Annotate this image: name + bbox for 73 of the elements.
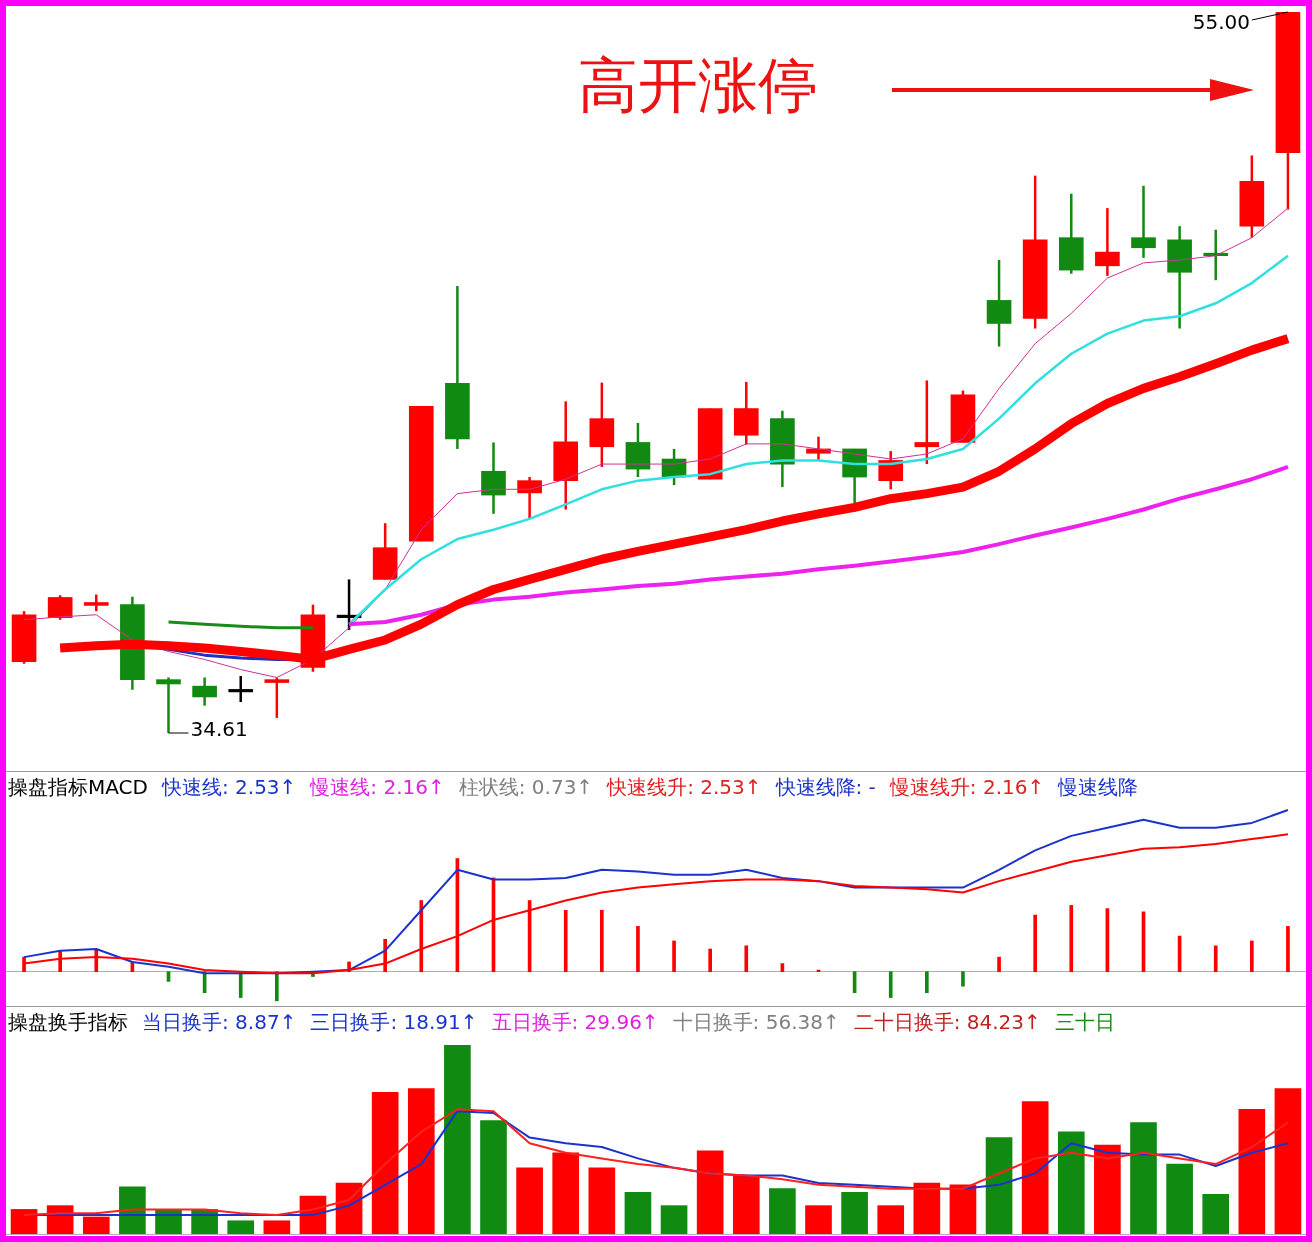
bar [1250, 940, 1254, 972]
bar [383, 939, 387, 972]
bar [636, 926, 640, 972]
bar [407, 1088, 435, 1234]
bar [1238, 1108, 1266, 1234]
bar [419, 900, 424, 972]
text: 慢速线: 2.16↑ [310, 775, 445, 799]
bar [82, 1216, 110, 1234]
bar [58, 950, 62, 972]
chart-title: 操盘换手指标 [8, 1010, 128, 1034]
text: 慢速线降 [1058, 775, 1139, 799]
text: 当日换手: 8.87↑ [142, 1010, 297, 1034]
bar [708, 948, 712, 972]
bar [275, 971, 279, 1002]
candlestick [914, 379, 940, 466]
bar [552, 1152, 580, 1234]
bar [949, 1184, 977, 1234]
bar [444, 1045, 471, 1234]
text: 快速线升: 2.53↑ [607, 775, 762, 799]
candlestick [1131, 184, 1156, 260]
bar [744, 945, 749, 972]
bar [1286, 926, 1290, 972]
candlestick [264, 676, 290, 720]
bar [94, 948, 99, 972]
bar [588, 1167, 616, 1234]
bar [1094, 1144, 1121, 1234]
text: 二十日换手: 84.23↑ [853, 1010, 1041, 1034]
bar [480, 1120, 507, 1234]
text: 快速线: 2.53↑ [161, 775, 297, 799]
bar [1069, 905, 1074, 972]
text: 十日换手: 56.38↑ [672, 1010, 840, 1034]
bar [660, 1205, 688, 1234]
candlestick [192, 676, 217, 707]
bar [696, 1150, 724, 1234]
bar [1033, 914, 1037, 972]
bar [1130, 1122, 1157, 1234]
bar [841, 1192, 868, 1234]
bar [1166, 1163, 1193, 1234]
text: 三日换手: 18.91↑ [310, 1010, 478, 1034]
bar [925, 971, 929, 994]
bar [913, 1182, 941, 1234]
bar [961, 971, 965, 987]
bar [10, 1209, 38, 1234]
bar [672, 940, 676, 972]
text: 快速线降: - [775, 775, 876, 799]
bar [1274, 1088, 1302, 1234]
text: 柱状线: 0.73↑ [458, 775, 594, 799]
bar [769, 1188, 796, 1234]
bar [227, 1220, 255, 1234]
text: 慢速线升: 2.16↑ [889, 775, 1045, 799]
bar [888, 971, 893, 998]
bar [1021, 1101, 1049, 1234]
bar [997, 956, 1001, 972]
candlestick [228, 674, 254, 704]
text: 三十日 [1054, 1010, 1115, 1034]
bar [1202, 1193, 1230, 1234]
annotation: 高开涨停 [578, 49, 818, 120]
bar [563, 909, 568, 972]
bar [732, 1175, 760, 1234]
bar [985, 1137, 1013, 1234]
bar [371, 1091, 399, 1234]
annotation: 55.00 [1192, 10, 1250, 35]
bar [516, 1167, 543, 1234]
annotation: 34.61 [190, 717, 248, 742]
bar [1057, 1131, 1085, 1234]
text: 五日换手: 29.96↑ [491, 1010, 659, 1034]
bar [624, 1192, 652, 1234]
bar [877, 1205, 905, 1234]
bar [1213, 945, 1218, 972]
bar [263, 1220, 291, 1234]
chart-title: 操盘指标MACD [8, 775, 148, 799]
bar [600, 909, 604, 972]
bar [805, 1205, 832, 1234]
